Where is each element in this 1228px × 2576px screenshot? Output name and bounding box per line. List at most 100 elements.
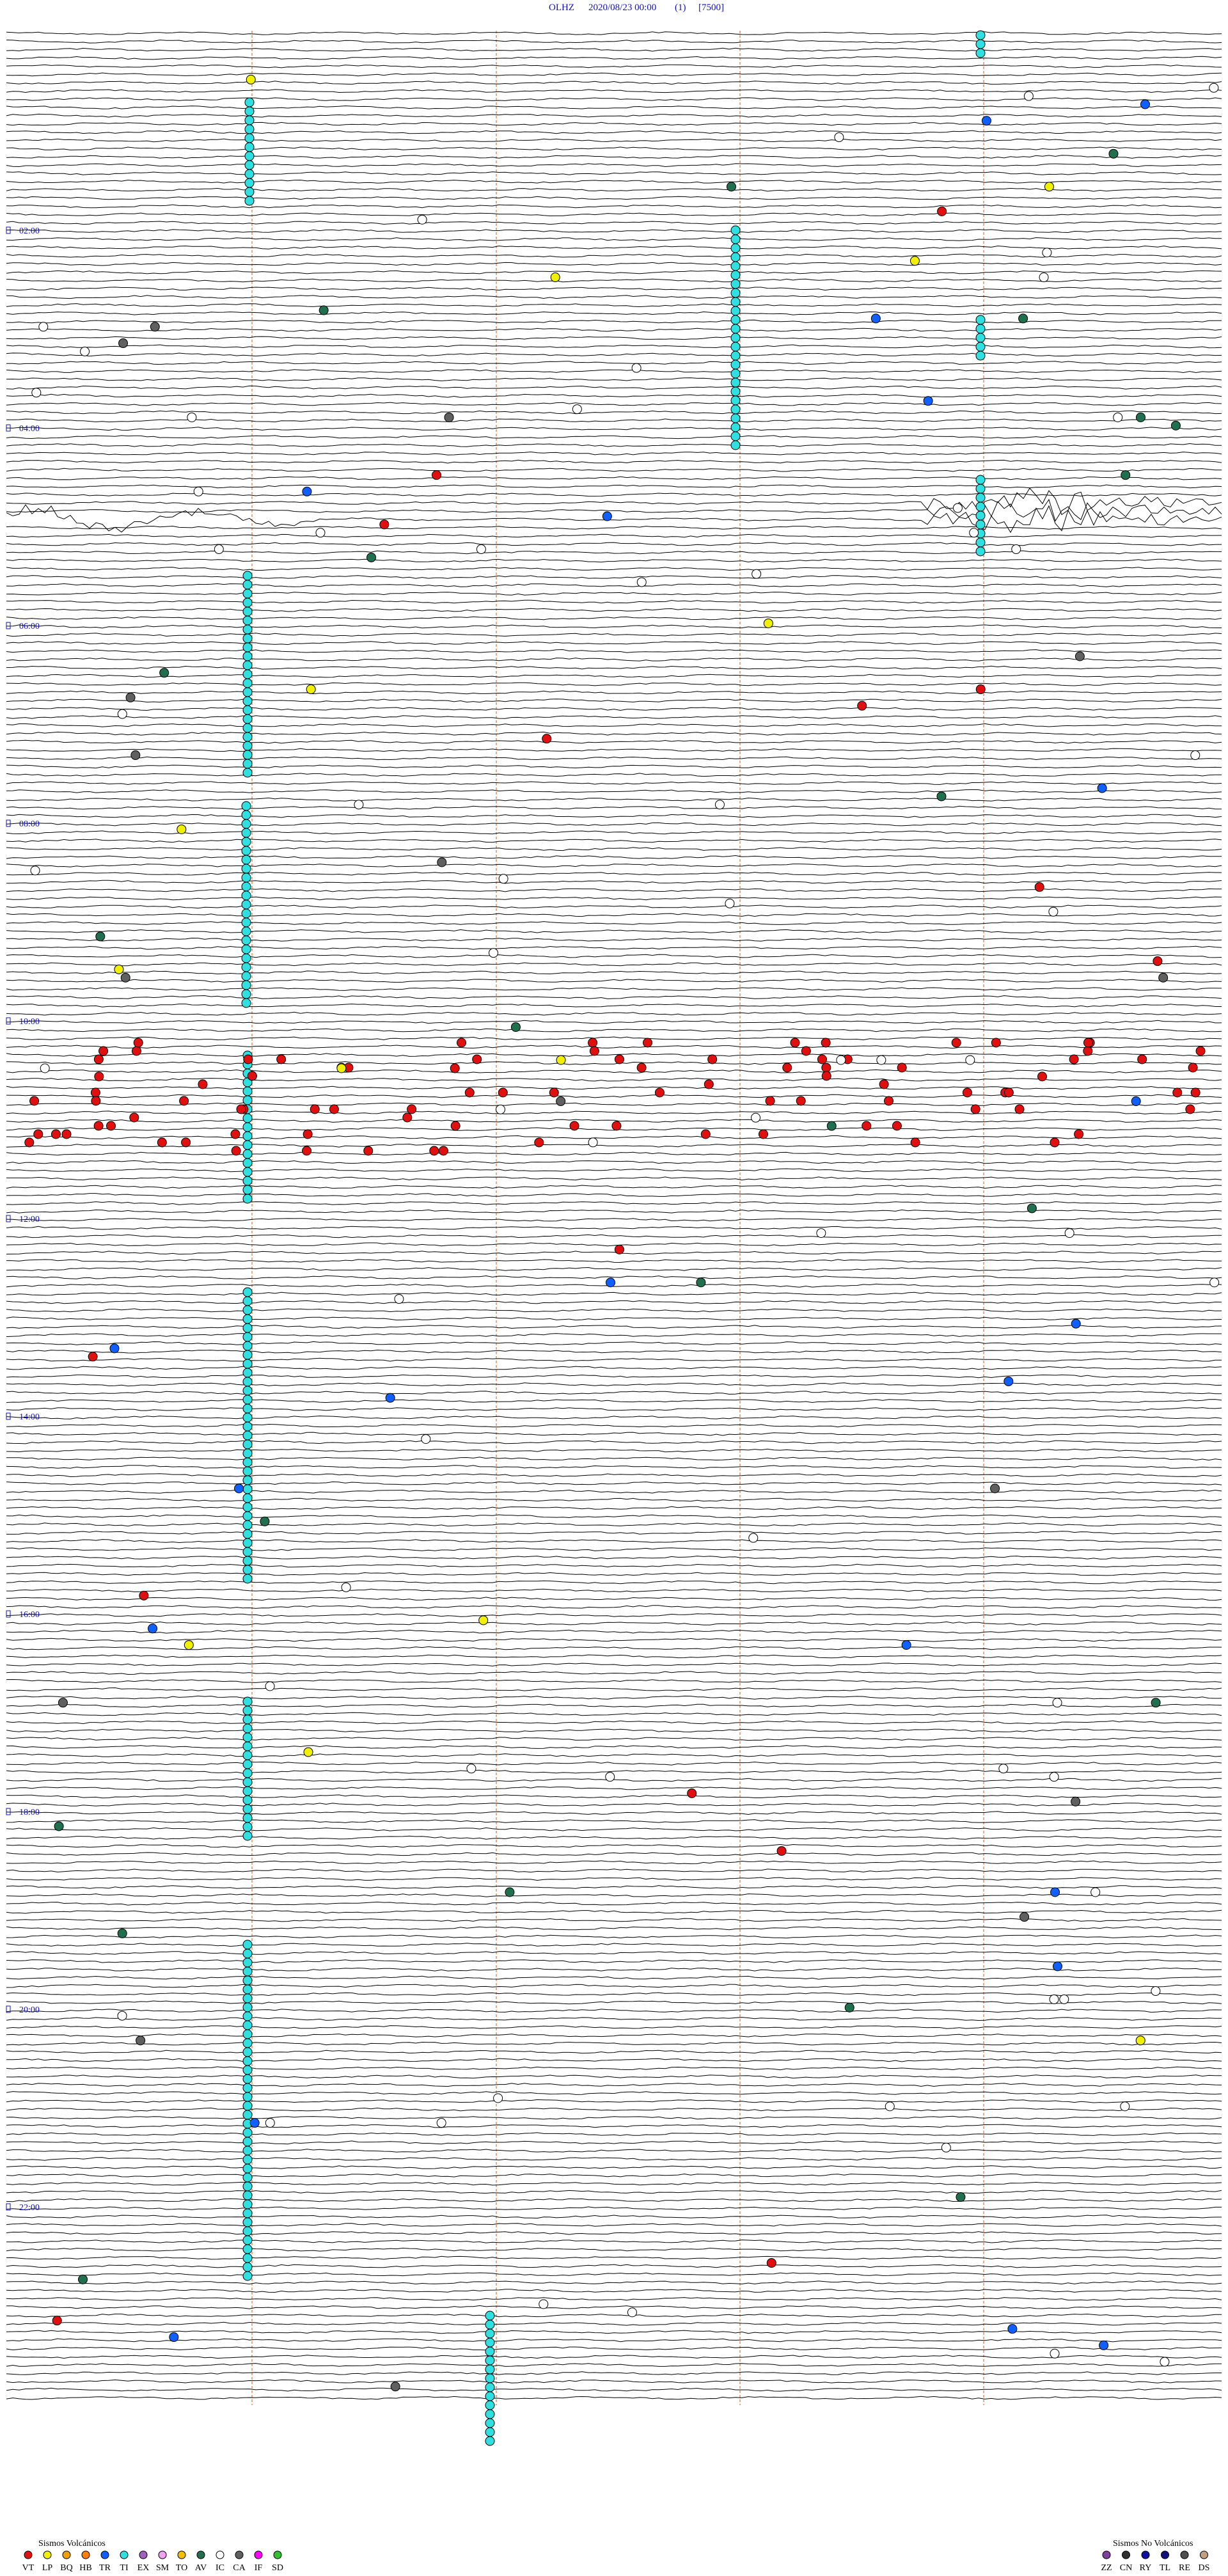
- trace: [6, 1283, 1222, 1288]
- event-marker: [242, 1386, 253, 1396]
- trace: [6, 1629, 1222, 1634]
- trace: [6, 468, 1222, 472]
- event-marker: [485, 2418, 495, 2428]
- event-marker: [636, 1063, 647, 1073]
- trace: [6, 64, 1222, 68]
- trace: [6, 1663, 1222, 1667]
- legend-label: TO: [176, 2563, 187, 2573]
- event-marker: [910, 1137, 920, 1148]
- trace: [6, 839, 1222, 843]
- trace: [6, 1522, 1222, 1527]
- trace: [6, 1819, 1222, 1823]
- event-marker: [614, 1244, 624, 1254]
- event-marker: [766, 2258, 776, 2268]
- trace: [6, 1440, 1222, 1444]
- event-marker: [249, 2118, 260, 2128]
- event-marker: [998, 1764, 1009, 1774]
- hour-label: 20:00: [19, 2005, 40, 2015]
- trace: [6, 1160, 1222, 1164]
- event-marker: [730, 261, 741, 271]
- trace: [6, 113, 1222, 118]
- event-marker: [242, 2262, 253, 2272]
- event-marker: [242, 1750, 253, 1760]
- trace: [6, 764, 1222, 769]
- event-marker: [975, 475, 986, 485]
- trace: [6, 487, 1222, 516]
- legend-label: DS: [1199, 2563, 1210, 2573]
- trace: [6, 1457, 1222, 1461]
- event-marker: [1064, 1228, 1074, 1238]
- event-marker: [402, 1112, 413, 1123]
- event-marker: [242, 1350, 253, 1360]
- event-marker: [975, 351, 986, 361]
- event-marker: [456, 1038, 466, 1048]
- event-marker: [242, 2074, 253, 2084]
- event-marker: [588, 1038, 598, 1048]
- trace: [6, 1827, 1222, 1831]
- event-marker: [436, 2118, 446, 2128]
- legend-swatch: [81, 2550, 90, 2559]
- trace: [6, 2132, 1222, 2137]
- trace: [6, 179, 1222, 184]
- trace: [6, 459, 1222, 464]
- event-marker: [242, 2110, 253, 2120]
- trace: [6, 2297, 1222, 2301]
- trace: [6, 2239, 1222, 2243]
- event-marker: [109, 1343, 120, 1354]
- event-marker: [265, 2118, 275, 2128]
- minute-markers: [251, 31, 984, 2405]
- event-marker: [1172, 1087, 1183, 1098]
- trace: [6, 47, 1222, 52]
- legend-swatch: [1200, 2550, 1208, 2559]
- event-marker: [730, 360, 741, 370]
- trace: [6, 674, 1222, 678]
- event-marker: [485, 2311, 495, 2321]
- event-marker: [242, 1705, 253, 1716]
- event-marker: [244, 196, 255, 206]
- event-marker: [962, 1087, 972, 1098]
- trace: [6, 1193, 1222, 1197]
- trace: [6, 2355, 1222, 2359]
- event-marker: [242, 633, 253, 644]
- event-marker: [1135, 412, 1145, 422]
- event-marker: [485, 2427, 495, 2437]
- trace: [6, 1151, 1222, 1156]
- event-marker: [242, 606, 253, 617]
- event-marker: [1158, 972, 1169, 983]
- trace: [6, 1110, 1222, 1115]
- event-marker: [975, 493, 986, 503]
- trace: [6, 1251, 1222, 1255]
- trace: [6, 1061, 1222, 1066]
- trace: [6, 608, 1222, 612]
- trace: [6, 1860, 1222, 1865]
- trace: [6, 1168, 1222, 1173]
- event-marker: [242, 1185, 253, 1195]
- event-marker: [730, 324, 741, 334]
- event-marker: [748, 1533, 759, 1543]
- event-marker: [1048, 906, 1059, 917]
- event-marker: [1074, 1129, 1084, 1139]
- event-marker: [241, 953, 251, 963]
- event-marker: [315, 528, 326, 538]
- trace: [6, 1201, 1222, 1205]
- event-marker: [763, 618, 773, 628]
- hour-label: 18:00: [19, 1808, 40, 1817]
- trace: [6, 311, 1222, 315]
- trace: [6, 905, 1222, 909]
- trace: [6, 1975, 1222, 1980]
- event-marker: [450, 1121, 460, 1131]
- event-marker: [1137, 1054, 1147, 1064]
- event-marker: [148, 1624, 158, 1634]
- event-marker: [242, 580, 253, 590]
- event-marker: [1007, 2324, 1018, 2334]
- trace: [6, 1877, 1222, 1881]
- event-marker: [242, 2217, 253, 2227]
- event-marker: [366, 552, 377, 562]
- event-marker: [231, 1146, 241, 1156]
- trace: [6, 1497, 1222, 1502]
- hour-bracket: [6, 1412, 11, 1420]
- legend-swatch: [254, 2550, 263, 2559]
- event-marker: [1185, 1104, 1195, 1114]
- event-marker: [385, 1393, 395, 1403]
- trace: [6, 303, 1222, 308]
